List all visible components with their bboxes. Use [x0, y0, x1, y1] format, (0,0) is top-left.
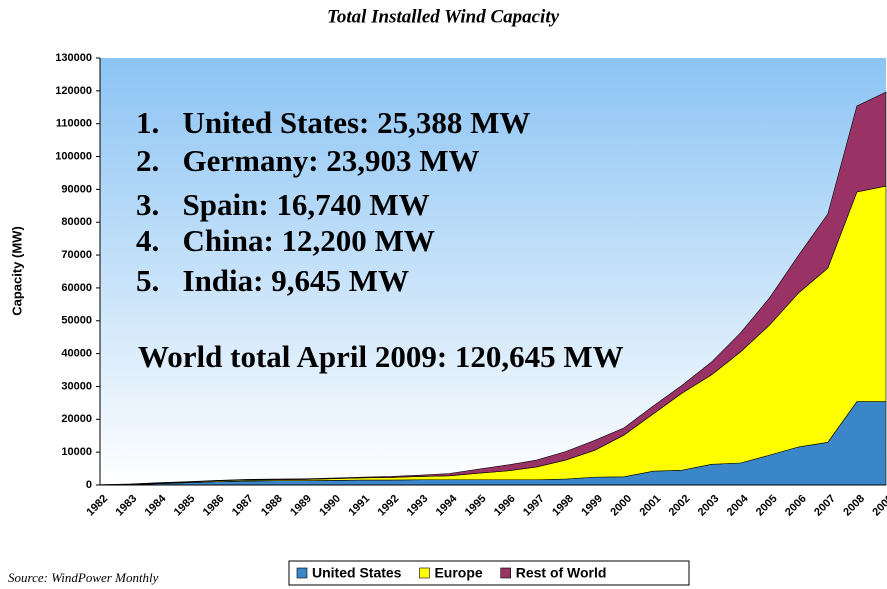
- x-tick-label: 2009: [870, 493, 887, 519]
- y-axis-label: Capacity (MW): [9, 226, 24, 316]
- x-tick-label: 1982: [84, 493, 110, 519]
- x-tick-label: 2008: [841, 493, 867, 519]
- x-tick-label: 2002: [667, 493, 693, 519]
- annotation: 2. Germany: 23,903 MW: [136, 143, 480, 178]
- annotation: 4. China: 12,200 MW: [136, 223, 435, 258]
- y-tick-label: 60000: [61, 282, 92, 294]
- x-tick-label: 1992: [375, 493, 401, 519]
- x-tick-label: 1987: [230, 493, 256, 519]
- y-tick-label: 70000: [61, 249, 92, 261]
- legend-swatch: [296, 567, 308, 579]
- y-tick-label: 50000: [61, 315, 92, 327]
- x-tick-label: 1998: [550, 493, 576, 519]
- x-tick-label: 1990: [317, 493, 343, 519]
- chart-title: Total Installed Wind Capacity: [327, 6, 560, 27]
- y-tick-label: 110000: [56, 118, 92, 130]
- x-tick-label: 2007: [812, 493, 838, 519]
- legend-swatch: [500, 567, 512, 579]
- y-tick-label: 90000: [61, 183, 92, 195]
- y-tick-label: 120000: [55, 85, 92, 97]
- legend-label: Europe: [434, 565, 482, 581]
- x-tick-label: 1984: [143, 492, 169, 518]
- x-tick-label: 2003: [696, 493, 722, 519]
- x-tick-label: 1988: [259, 493, 285, 519]
- y-tick-label: 0: [86, 479, 92, 491]
- y-tick-label: 40000: [61, 348, 92, 360]
- x-tick-label: 2001: [637, 493, 663, 519]
- x-tick-label: 2000: [608, 493, 634, 519]
- x-tick-label: 1989: [288, 493, 314, 519]
- y-tick-label: 80000: [61, 216, 92, 228]
- x-tick-label: 2006: [783, 493, 809, 519]
- annotation: 3. Spain: 16,740 MW: [136, 187, 430, 222]
- y-tick-label: 20000: [61, 413, 92, 425]
- x-tick-label: 2004: [725, 492, 751, 518]
- annotation: World total April 2009: 120,645 MW: [138, 339, 624, 374]
- x-tick-label: 1994: [434, 492, 460, 518]
- source: Source: WindPower Monthly: [8, 570, 159, 585]
- x-tick-label: 1986: [201, 493, 227, 519]
- y-tick-label: 30000: [61, 380, 92, 392]
- x-tick-label: 1995: [463, 493, 489, 519]
- legend-swatch: [419, 567, 430, 579]
- y-tick-label: 10000: [61, 446, 92, 458]
- x-tick-label: 1991: [346, 493, 372, 519]
- annotation: 5. India: 9,645 MW: [136, 263, 409, 298]
- x-tick-label: 1993: [405, 493, 431, 519]
- y-tick-label: 100000: [55, 150, 92, 162]
- legend-box: [288, 560, 690, 586]
- x-tick-label: 2005: [754, 493, 780, 519]
- y-tick-label: 130000: [55, 52, 92, 64]
- legend-label: Rest of World: [516, 565, 607, 581]
- area: [99, 91, 887, 486]
- x-tick-label: 1997: [521, 493, 547, 519]
- x-tick-label: 1983: [113, 493, 139, 519]
- x-tick-label: 1985: [172, 493, 198, 519]
- x-tick-label: 1996: [492, 493, 518, 519]
- legend-label: United States: [312, 565, 402, 581]
- x-tick-label: 1999: [579, 493, 605, 519]
- annotation: 1. United States: 25,388 MW: [136, 105, 530, 140]
